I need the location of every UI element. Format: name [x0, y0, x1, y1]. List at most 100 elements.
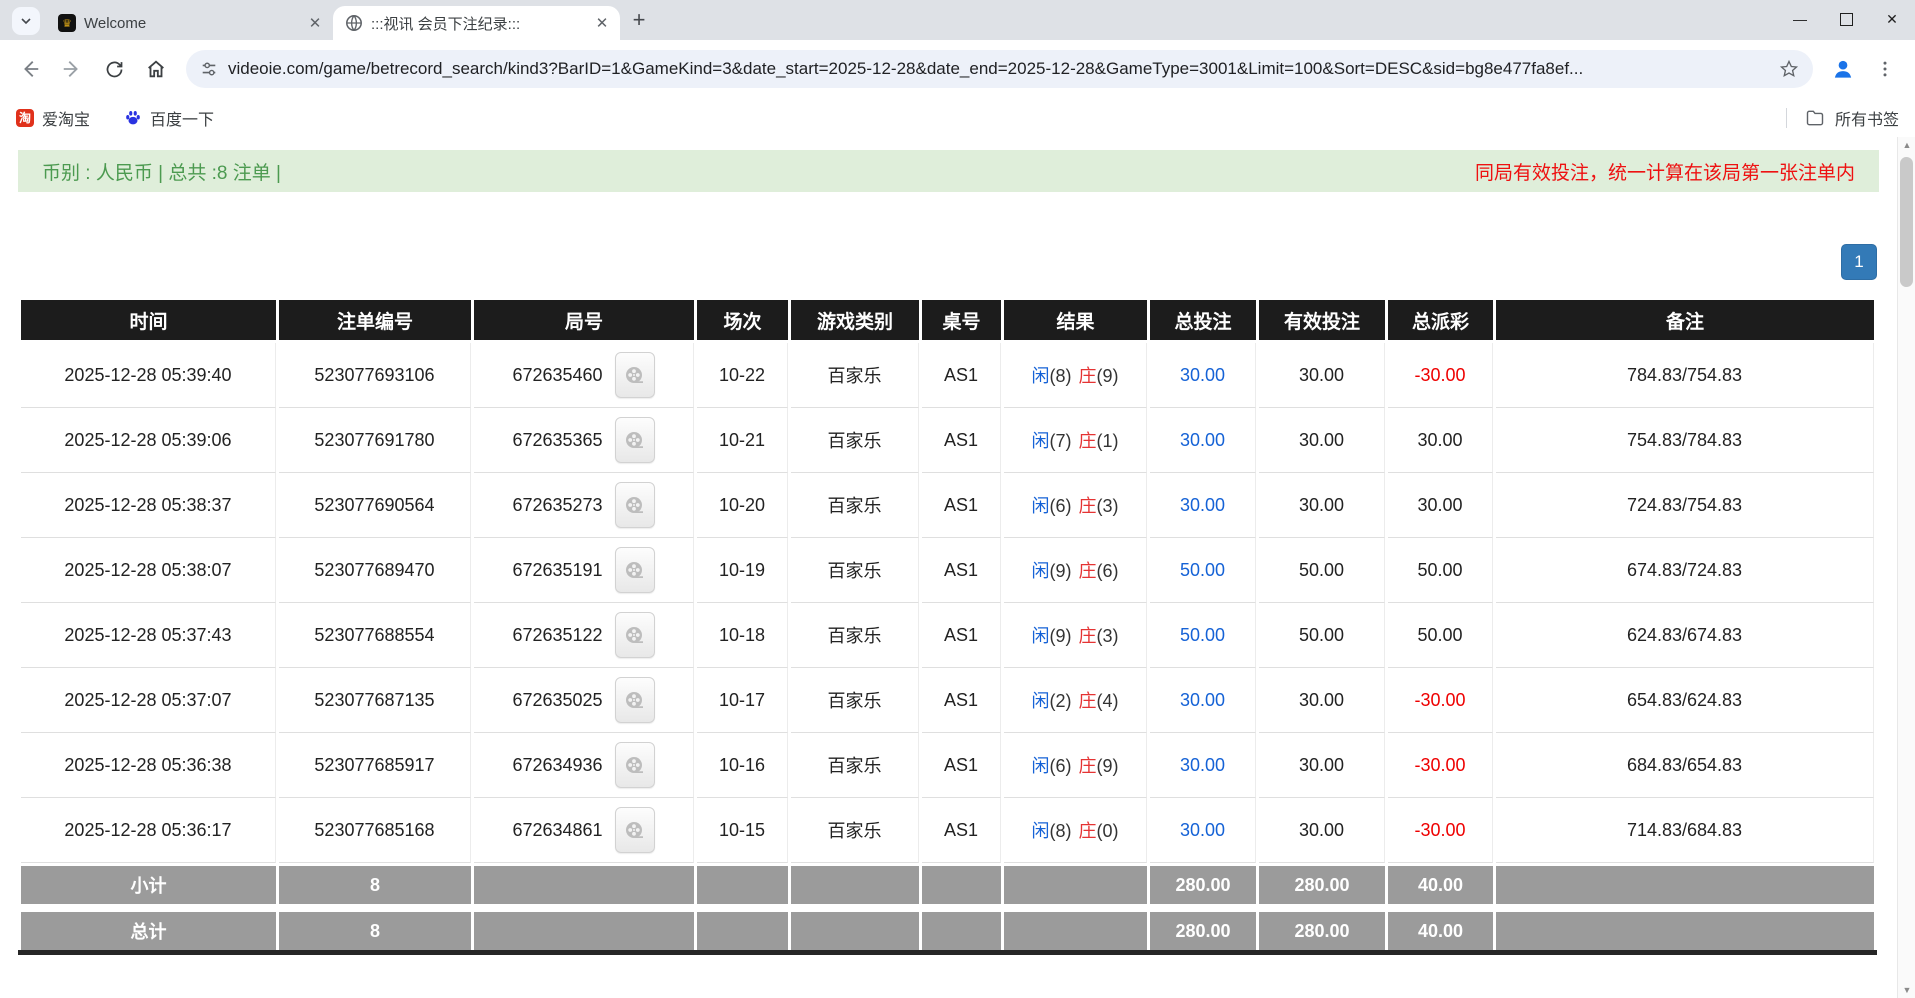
result-banker-points: (3): [1096, 496, 1119, 516]
result-player-points: (8): [1049, 821, 1072, 841]
profile-icon: [1834, 60, 1852, 78]
cell-valid-bet: 30.00: [1259, 408, 1385, 473]
cell-session: 10-15: [697, 798, 788, 863]
result-player: 闲: [1031, 756, 1050, 776]
total-total-bet: 280.00: [1150, 904, 1256, 950]
result-banker-points: (1): [1096, 431, 1119, 451]
cell-bet-id: 523077685168: [279, 798, 471, 863]
cell-bet-id: 523077689470: [279, 538, 471, 603]
scrollbar-thumb[interactable]: [1900, 157, 1913, 287]
total-label: 总计: [21, 904, 276, 950]
cell-session: 10-18: [697, 603, 788, 668]
subtotal-count: 8: [279, 863, 471, 904]
cell-time: 2025-12-28 05:39:06: [21, 408, 276, 473]
video-replay-button[interactable]: [614, 807, 655, 853]
cell-payout: -30.00: [1388, 733, 1493, 798]
cell-total-bet: 30.00: [1150, 343, 1256, 408]
video-replay-button[interactable]: [614, 612, 655, 658]
tab-search-button[interactable]: [12, 7, 40, 35]
cell-game-type: 百家乐: [791, 473, 919, 538]
cell-valid-bet: 30.00: [1259, 343, 1385, 408]
film-reel-icon: [625, 432, 643, 448]
cell-result: 闲(8) 庄(0): [1004, 798, 1147, 863]
total-bet-link[interactable]: 30.00: [1179, 754, 1226, 775]
total-valid-bet: 280.00: [1259, 904, 1385, 950]
tab-welcome[interactable]: ♛ Welcome ✕: [46, 6, 333, 40]
valid-bet-notice: 同局有效投注，统一计算在该局第一张注单内: [1474, 162, 1855, 184]
bookmark-star-icon[interactable]: [1779, 59, 1799, 79]
cell-time: 2025-12-28 05:36:17: [21, 798, 276, 863]
forward-button[interactable]: [52, 49, 92, 89]
video-replay-button[interactable]: [614, 677, 655, 723]
total-bet-link[interactable]: 30.00: [1179, 364, 1226, 385]
film-reel-icon: [625, 822, 643, 838]
home-icon: [148, 60, 164, 78]
table-row: 2025-12-28 05:37:43 523077688554 6726351…: [21, 603, 1874, 668]
cell-table-no: AS1: [922, 798, 1001, 863]
new-tab-button[interactable]: +: [632, 7, 646, 32]
cell-payout: -30.00: [1388, 668, 1493, 733]
cell-time: 2025-12-28 05:37:07: [21, 668, 276, 733]
cell-payout: -30.00: [1388, 343, 1493, 408]
maximize-button[interactable]: [1823, 0, 1869, 38]
cell-note: 674.83/724.83: [1496, 538, 1874, 603]
bookmark-taobao[interactable]: 淘 爱淘宝: [16, 106, 90, 130]
result-player: 闲: [1031, 496, 1050, 516]
cell-time: 2025-12-28 05:39:40: [21, 343, 276, 408]
cell-time: 2025-12-28 05:37:43: [21, 603, 276, 668]
address-bar[interactable]: videoie.com/game/betrecord_search/kind3?…: [186, 50, 1813, 88]
total-bet-link[interactable]: 50.00: [1179, 624, 1226, 645]
home-button[interactable]: [136, 49, 176, 89]
scroll-up-icon[interactable]: ▲: [1902, 140, 1912, 150]
vertical-scrollbar[interactable]: ▲ ▼: [1897, 137, 1915, 998]
total-bet-link[interactable]: 30.00: [1179, 494, 1226, 515]
round-number: 672634936: [512, 754, 603, 775]
subtotal-total-bet: 280.00: [1150, 863, 1256, 904]
bookmark-baidu[interactable]: 百度一下: [124, 106, 214, 130]
video-replay-button[interactable]: [614, 482, 655, 528]
result-banker: 庄: [1078, 561, 1097, 581]
back-icon: [24, 61, 39, 77]
result-player: 闲: [1031, 431, 1050, 451]
url-text[interactable]: videoie.com/game/betrecord_search/kind3?…: [228, 59, 1584, 78]
minimize-button[interactable]: —: [1793, 11, 1807, 27]
maximize-icon: [1839, 12, 1853, 26]
video-replay-button[interactable]: [614, 742, 655, 788]
page-content: 币别 : 人民币 | 总共 :8 注单 | 同局有效投注，统一计算在该局第一张注…: [0, 150, 1897, 955]
result-player: 闲: [1031, 561, 1050, 581]
video-replay-button[interactable]: [614, 547, 655, 593]
profile-avatar[interactable]: [1823, 49, 1863, 89]
total-bet-link[interactable]: 30.00: [1179, 819, 1226, 840]
total-bet-link[interactable]: 30.00: [1179, 689, 1226, 710]
close-tab-icon[interactable]: ✕: [308, 15, 322, 32]
back-button[interactable]: [10, 49, 50, 89]
cell-game-type: 百家乐: [791, 408, 919, 473]
tab-title: Welcome: [84, 14, 147, 32]
scroll-down-icon[interactable]: ▼: [1902, 985, 1912, 995]
tab-betrecord[interactable]: :::视讯 会员下注纪录::: ✕: [333, 6, 620, 40]
col-round: 局号: [474, 300, 694, 343]
round-number: 672635191: [512, 559, 603, 580]
site-info-icon[interactable]: [200, 60, 218, 78]
cell-payout: 30.00: [1388, 408, 1493, 473]
film-reel-icon: [625, 757, 643, 773]
cell-round: 672634936: [474, 733, 694, 798]
close-window-button[interactable]: ✕: [1886, 10, 1898, 27]
result-player-points: (6): [1049, 756, 1072, 776]
kebab-menu-icon: [1883, 61, 1887, 77]
close-tab-icon[interactable]: ✕: [595, 15, 609, 32]
cell-result: 闲(6) 庄(3): [1004, 473, 1147, 538]
total-bet-link[interactable]: 30.00: [1179, 429, 1226, 450]
video-replay-button[interactable]: [614, 352, 655, 398]
reload-button[interactable]: [94, 49, 134, 89]
table-row: 2025-12-28 05:36:17 523077685168 6726348…: [21, 798, 1874, 863]
bookmarks-bar: 淘 爱淘宝 百度一下 所有书签: [0, 98, 1915, 137]
page-1-button[interactable]: 1: [1841, 244, 1877, 280]
all-bookmarks[interactable]: 所有书签: [1785, 106, 1899, 130]
video-replay-button[interactable]: [614, 417, 655, 463]
cell-valid-bet: 30.00: [1259, 473, 1385, 538]
total-bet-link[interactable]: 50.00: [1179, 559, 1226, 580]
result-player: 闲: [1031, 626, 1050, 646]
col-table-no: 桌号: [922, 300, 1001, 343]
browser-menu-button[interactable]: [1865, 49, 1905, 89]
